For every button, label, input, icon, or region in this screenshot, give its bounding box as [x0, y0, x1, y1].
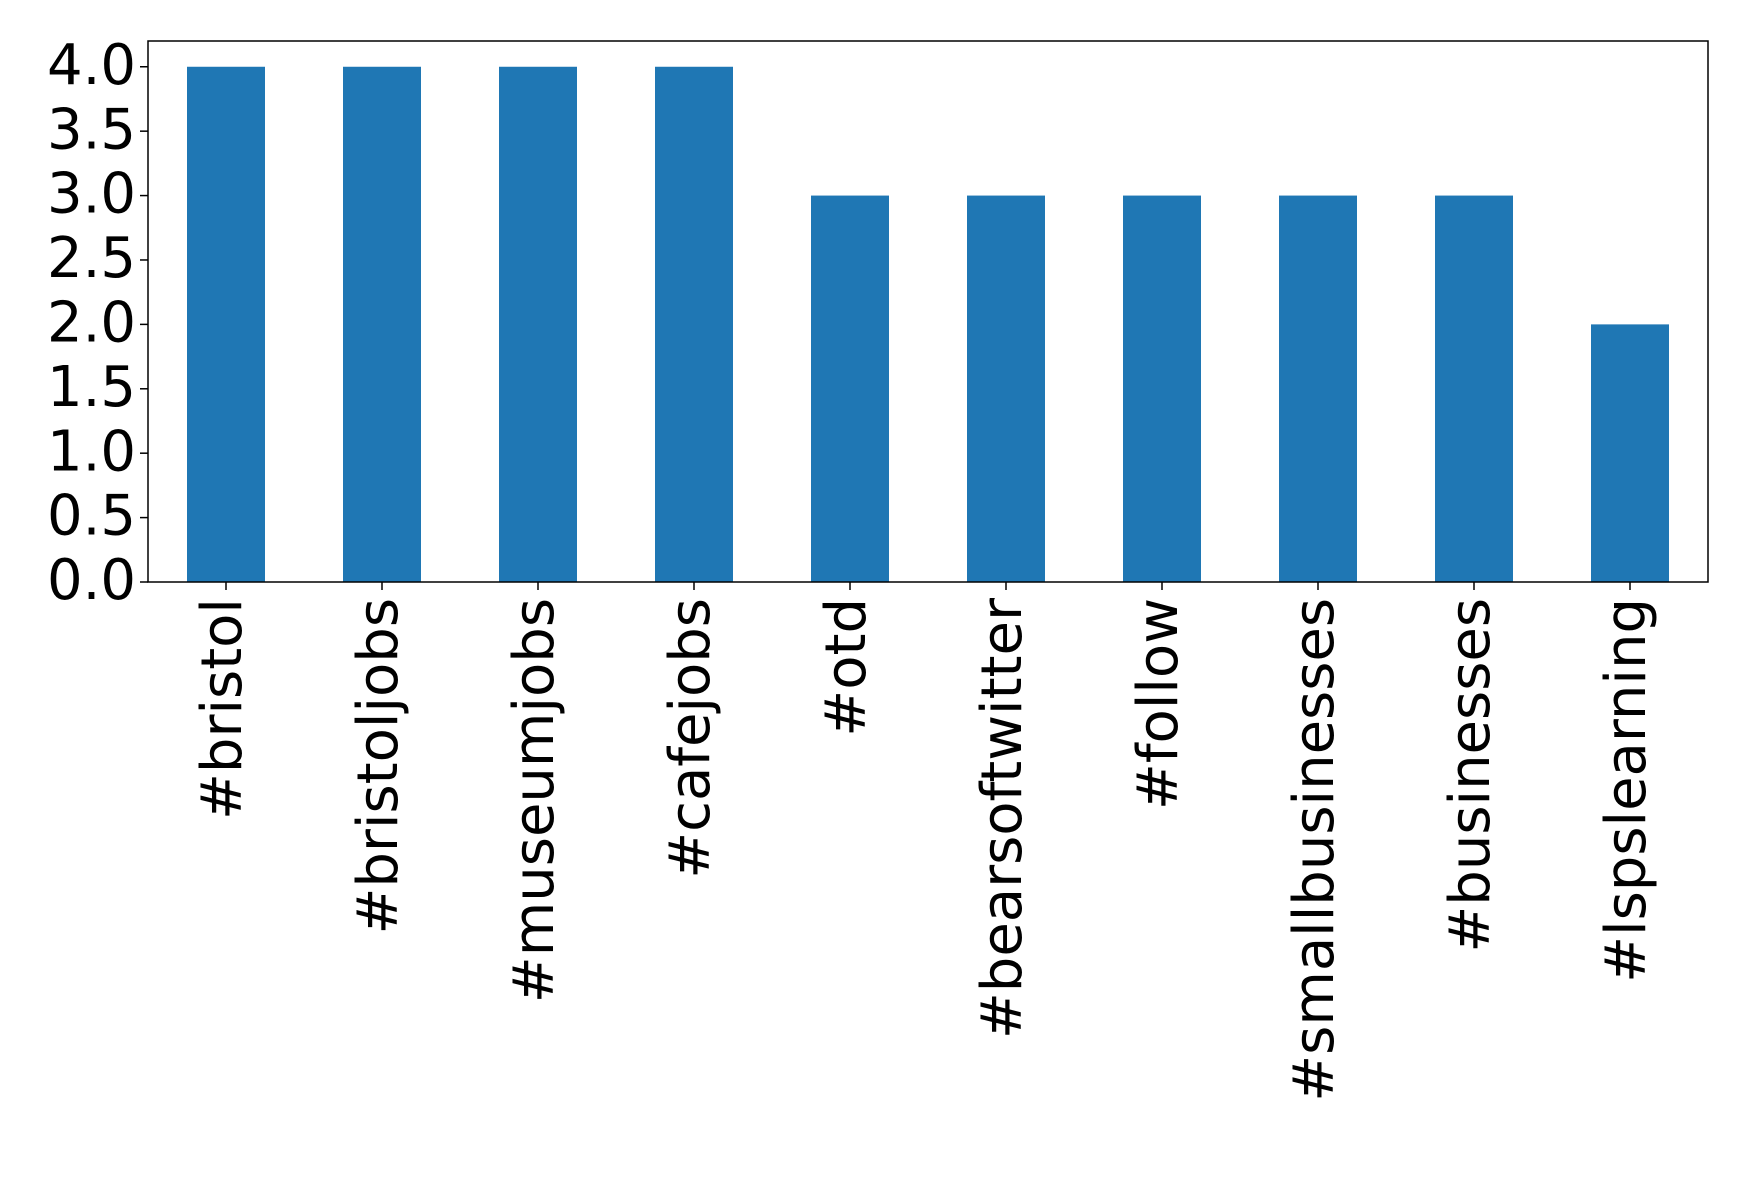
x-tick-label: #follow: [1126, 598, 1191, 810]
y-tick-label: 1.5: [47, 355, 136, 420]
y-tick-label: 0.0: [47, 548, 136, 613]
x-tick-label: #bearsoftwitter: [970, 597, 1035, 1039]
x-tick-label: #lspslearning: [1594, 598, 1659, 983]
bar: [1123, 195, 1201, 583]
x-tick-label: #bristoljobs: [346, 598, 411, 935]
y-tick-label: 0.5: [47, 484, 136, 549]
bar: [1591, 324, 1669, 582]
bar: [1279, 195, 1357, 583]
bar: [187, 66, 265, 582]
bar: [967, 195, 1045, 583]
y-tick-label: 3.0: [47, 162, 136, 227]
x-tick-label: #otd: [814, 598, 879, 737]
bar: [811, 195, 889, 583]
y-tick-label: 1.0: [47, 419, 136, 484]
plot-frame: [147, 40, 1709, 583]
x-tick-label: #bristol: [190, 598, 255, 820]
x-tick-label: #businesses: [1438, 598, 1503, 953]
bar: [1435, 195, 1513, 583]
x-tick-label: #cafejobs: [658, 598, 723, 879]
x-tick-label: #smallbusinesses: [1282, 598, 1347, 1102]
y-tick-label: 2.0: [47, 291, 136, 356]
bar: [499, 66, 577, 582]
x-tick-label: #museumjobs: [502, 598, 567, 1003]
bar: [655, 66, 733, 582]
bar: [343, 66, 421, 582]
y-tick-label: 4.0: [47, 33, 136, 98]
y-tick-label: 3.5: [47, 97, 136, 162]
y-tick-label: 2.5: [47, 226, 136, 291]
